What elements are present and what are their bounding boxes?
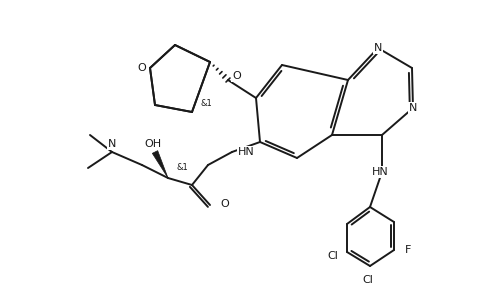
Text: HN: HN	[238, 147, 255, 157]
Text: OH: OH	[144, 139, 162, 149]
Text: &1: &1	[176, 164, 188, 173]
Polygon shape	[152, 151, 168, 178]
Text: N: N	[108, 139, 116, 149]
Text: O: O	[232, 71, 241, 81]
Text: O: O	[138, 63, 146, 73]
Text: N: N	[409, 103, 417, 113]
Text: N: N	[374, 43, 382, 53]
Text: Cl: Cl	[363, 275, 373, 285]
Text: &1: &1	[200, 100, 212, 109]
Text: F: F	[405, 245, 411, 255]
Text: HN: HN	[371, 167, 388, 177]
Text: Cl: Cl	[328, 251, 338, 261]
Text: O: O	[220, 199, 229, 209]
